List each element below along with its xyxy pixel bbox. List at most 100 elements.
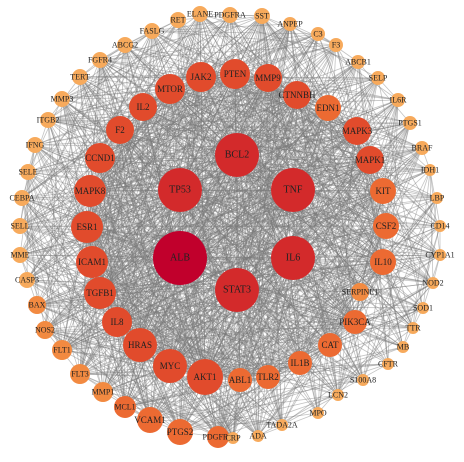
edge: [236, 77, 269, 291]
edge: [119, 129, 141, 346]
edge: [179, 77, 379, 259]
node-label: SELL: [10, 222, 29, 231]
edge: [239, 23, 291, 381]
node-label: TTR: [405, 324, 421, 333]
edge: [79, 76, 171, 367]
edge: [19, 225, 181, 433]
edge: [21, 119, 49, 199]
edge: [179, 189, 441, 256]
edge: [86, 226, 259, 437]
node-circle: [14, 190, 30, 206]
edge: [142, 106, 384, 263]
node-circle: [129, 93, 157, 121]
edge: [89, 15, 263, 192]
edge: [204, 77, 269, 378]
edge: [204, 73, 236, 378]
edge: [292, 122, 411, 191]
edge: [34, 106, 144, 146]
edge: [356, 130, 387, 227]
edge: [139, 77, 379, 346]
edge: [151, 30, 236, 75]
edge: [204, 261, 384, 378]
edge: [139, 30, 153, 346]
node-label: LBP: [430, 194, 445, 203]
node-circle: [283, 81, 311, 109]
edge: [179, 73, 236, 259]
node-label: VCAM1: [134, 415, 166, 425]
edge: [179, 362, 301, 433]
edge: [99, 59, 202, 78]
edge: [267, 77, 389, 365]
edge: [61, 98, 171, 367]
edge: [86, 226, 361, 293]
edge: [142, 73, 236, 108]
edge: [91, 14, 231, 263]
edge: [119, 129, 384, 263]
edge: [169, 321, 356, 367]
edge: [86, 226, 301, 364]
edge: [359, 190, 384, 293]
edge: [239, 257, 294, 381]
edge: [236, 289, 364, 381]
node-circle: [153, 231, 207, 285]
edge: [86, 23, 291, 228]
edge: [99, 292, 364, 381]
edge: [239, 282, 434, 381]
edge: [89, 190, 294, 259]
edge: [27, 171, 269, 378]
edge: [236, 154, 384, 263]
edge: [296, 94, 384, 192]
edge: [99, 292, 331, 346]
edge: [169, 77, 269, 367]
node-circle: [155, 74, 185, 104]
node-label: MYC: [160, 361, 181, 371]
edge: [169, 257, 294, 367]
edge: [21, 14, 231, 199]
edge: [34, 129, 121, 146]
node-label: ALB: [170, 253, 190, 264]
edge: [91, 261, 206, 378]
edge: [200, 76, 364, 381]
edge: [177, 19, 234, 439]
edge: [169, 73, 236, 367]
node-circle: [40, 112, 56, 128]
node-circle: [117, 37, 133, 53]
edge: [124, 44, 294, 191]
node-circle: [332, 389, 344, 401]
edge: [124, 44, 238, 156]
edge: [357, 61, 389, 365]
node-label: ADA: [249, 432, 267, 441]
edge: [169, 88, 423, 149]
node-circle: [20, 164, 36, 180]
edge: [26, 190, 91, 281]
edge: [236, 154, 361, 293]
node-circle: [370, 178, 396, 204]
edge: [234, 73, 238, 291]
edge: [99, 157, 141, 346]
edge: [91, 261, 331, 346]
edge: [99, 292, 126, 408]
edge: [99, 19, 179, 61]
edge: [236, 33, 319, 156]
edge: [239, 225, 387, 381]
node-label: F3: [332, 41, 340, 50]
node-circle: [167, 419, 193, 445]
edge: [169, 88, 431, 171]
edge: [359, 282, 434, 293]
node-label: PDGFRB: [202, 433, 233, 442]
node-circle: [36, 321, 54, 339]
edge: [86, 130, 358, 228]
node-circle: [27, 137, 43, 153]
edge: [239, 261, 384, 381]
edge: [26, 77, 269, 281]
edge: [89, 23, 291, 192]
edge: [151, 30, 319, 35]
edge: [236, 122, 411, 156]
node-circle: [137, 407, 163, 433]
edge: [236, 154, 414, 329]
edge: [34, 130, 358, 146]
edge: [234, 73, 371, 161]
edge: [169, 88, 339, 396]
edge: [124, 379, 364, 408]
node-label: CYP1A1: [425, 251, 454, 260]
